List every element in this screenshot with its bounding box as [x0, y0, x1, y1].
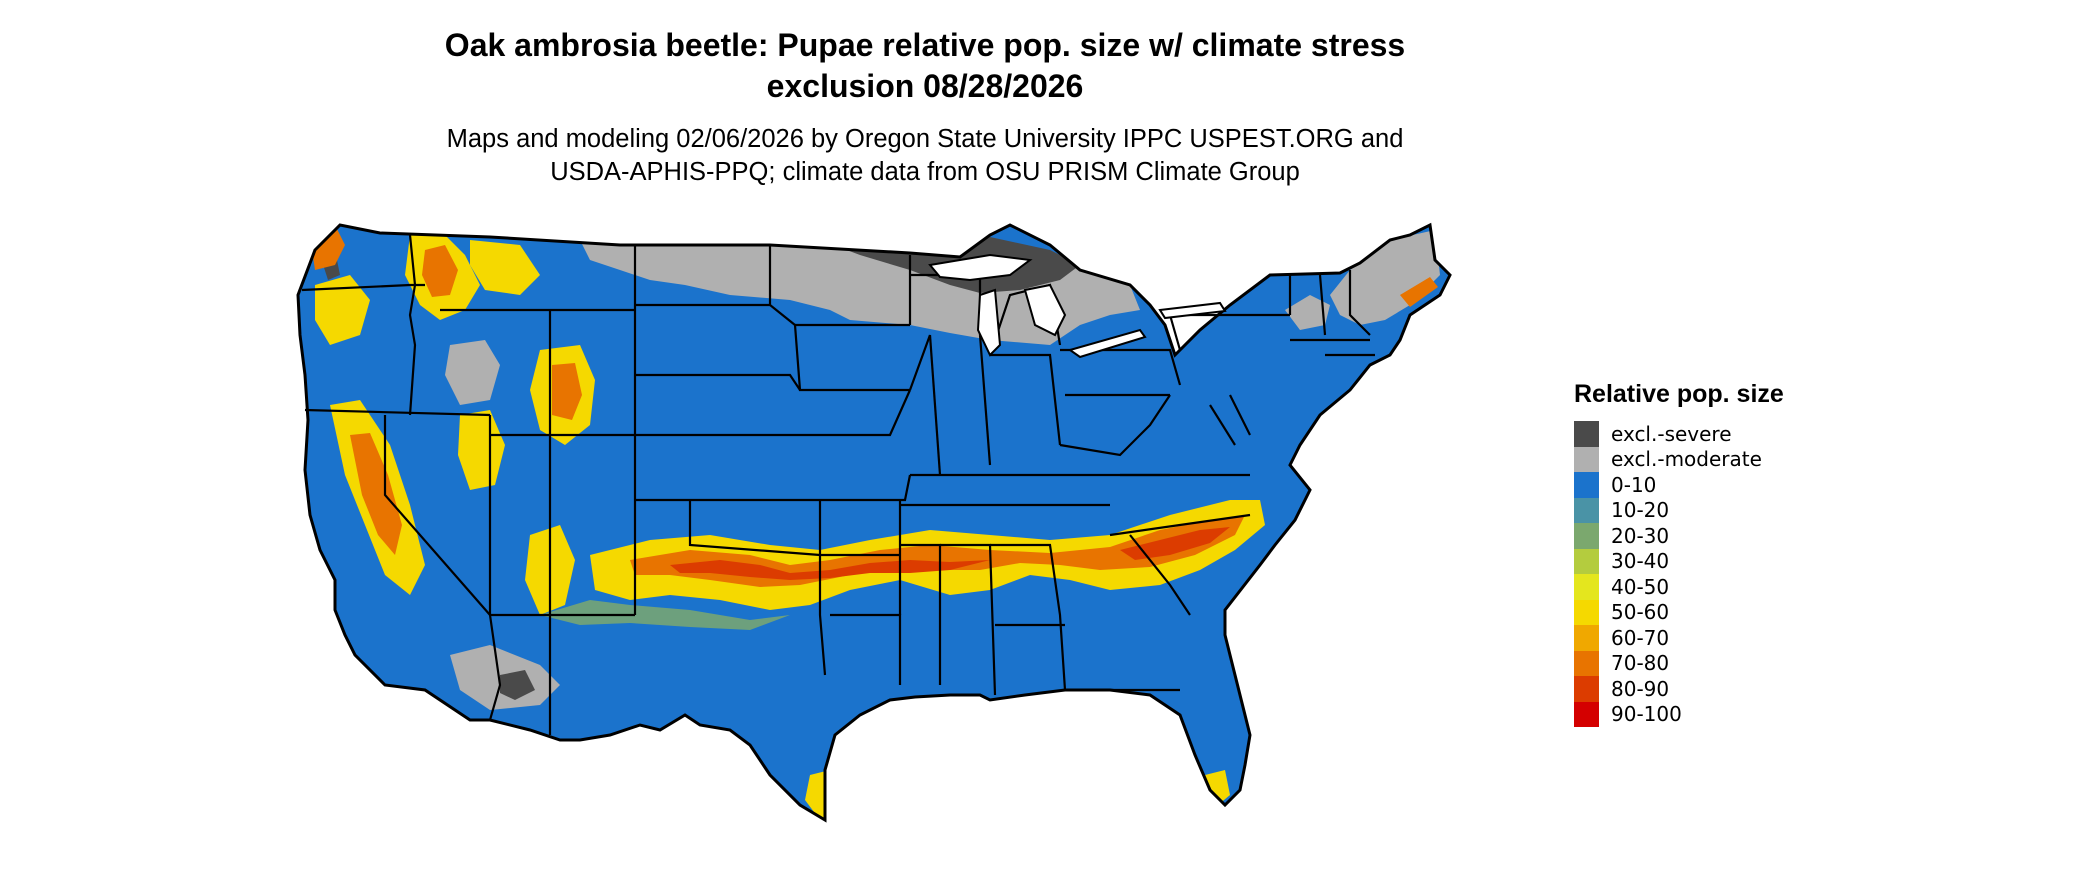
map-legend: Relative pop. size excl.-severe excl.-mod… [1574, 380, 1874, 727]
excl-severe-arizona [500, 670, 535, 700]
legend-item: 70-80 [1574, 650, 1874, 676]
map-subtitle-line-1: Maps and modeling 02/06/2026 by Oregon S… [446, 125, 1404, 153]
suitability-band-south-red [670, 560, 990, 580]
legend-item: 90-100 [1574, 701, 1874, 727]
legend-item: 10-20 [1574, 497, 1874, 523]
east-patch-maine-coast [1400, 277, 1438, 307]
west-patch-colorado-orange [552, 363, 582, 420]
legend-item: 20-30 [1574, 523, 1874, 549]
legend-swatch [1574, 497, 1599, 523]
legend-item: 50-60 [1574, 599, 1874, 625]
legend-swatch [1574, 676, 1599, 702]
legend-item: 0-10 [1574, 472, 1874, 498]
legend-item: 80-90 [1574, 676, 1874, 702]
legend-swatch [1574, 523, 1599, 549]
lake-michigan [976, 288, 1002, 357]
west-patch-idaho-orange [422, 245, 458, 297]
legend-swatch [1574, 650, 1599, 676]
legend-swatch [1574, 446, 1599, 472]
west-patch-montana [470, 240, 540, 295]
legend-label: 60-70 [1611, 625, 1670, 650]
legend-label: excl.-severe [1611, 421, 1732, 446]
us-map [296, 222, 1452, 823]
lake-superior [928, 253, 1033, 282]
legend-label: 80-90 [1611, 676, 1670, 701]
west-patch-florida-tip [1205, 770, 1230, 805]
suitability-band-south-green [540, 600, 790, 630]
map-title-line-1: Oak ambrosia beetle: Pupae relative pop.… [444, 27, 1406, 63]
map-subtitle-line-2: USDA-APHIS-PPQ; climate data from OSU PR… [550, 158, 1300, 186]
legend-label: 10-20 [1611, 498, 1670, 523]
legend-swatch [1574, 701, 1599, 727]
legend-label: 20-30 [1611, 523, 1670, 548]
legend-title: Relative pop. size [1574, 380, 1784, 408]
legend-label: 50-60 [1611, 600, 1670, 625]
west-patch-california-orange [350, 433, 402, 555]
legend-swatch [1574, 421, 1599, 447]
lake-huron [1023, 283, 1067, 337]
legend-label: 30-40 [1611, 549, 1670, 574]
legend-swatch [1574, 472, 1599, 498]
legend-label: 0-10 [1611, 472, 1657, 497]
map-title-line-2: exclusion 08/28/2026 [766, 68, 1084, 104]
legend-swatch [1574, 599, 1599, 625]
suitability-band-south-red-east [1120, 527, 1230, 560]
west-patch-utah [458, 410, 505, 490]
legend-item: 40-50 [1574, 574, 1874, 600]
legend-label: 70-80 [1611, 651, 1670, 676]
excl-moderate-wyoming [445, 340, 500, 405]
west-patch-texas-coast [805, 770, 835, 820]
lake-ontario [1158, 301, 1227, 320]
suitability-band-south-orange [630, 515, 1245, 587]
lake-erie [1067, 328, 1147, 359]
legend-label: excl.-moderate [1611, 447, 1762, 472]
legend-item: excl.-severe [1574, 421, 1874, 447]
legend-swatch [1574, 548, 1599, 574]
state-boundaries [296, 222, 1452, 823]
legend-swatch [1574, 574, 1599, 600]
legend-swatch [1574, 625, 1599, 651]
west-patch-oregon [315, 275, 370, 345]
legend-item: 60-70 [1574, 625, 1874, 651]
legend-label: 40-50 [1611, 574, 1670, 599]
excl-moderate-adirondack [1285, 295, 1330, 330]
great-lakes [928, 253, 1227, 359]
legend-item: excl.-moderate [1574, 446, 1874, 472]
legend-label: 90-100 [1611, 702, 1682, 727]
legend-item: 30-40 [1574, 548, 1874, 574]
map-raster [310, 225, 1440, 820]
legend-items: excl.-severe excl.-moderate 0-10 10-20 20-30… [1574, 421, 1874, 727]
